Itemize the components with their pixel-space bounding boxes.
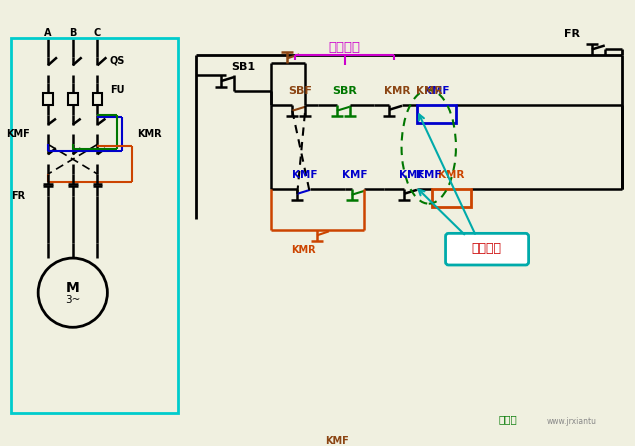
Text: QS: QS <box>110 55 125 65</box>
Text: B: B <box>69 28 76 37</box>
Text: M: M <box>66 281 79 295</box>
Text: KMF: KMF <box>424 86 450 96</box>
Text: KMR: KMR <box>138 129 162 140</box>
Bar <box>68 93 77 105</box>
Text: 3~: 3~ <box>65 295 81 305</box>
Text: SB1: SB1 <box>231 62 255 72</box>
Bar <box>417 105 457 123</box>
Text: KMF: KMF <box>399 170 425 180</box>
Text: KMF: KMF <box>325 436 349 446</box>
Bar <box>432 189 471 206</box>
Text: 搂优图: 搂优图 <box>498 414 518 424</box>
Text: KMF: KMF <box>416 170 441 180</box>
Bar <box>93 93 102 105</box>
FancyBboxPatch shape <box>446 233 528 265</box>
Text: KMF: KMF <box>6 129 30 140</box>
Text: FR: FR <box>564 29 580 39</box>
Bar <box>43 93 53 105</box>
Text: KMR: KMR <box>415 86 442 96</box>
Text: KMR: KMR <box>384 86 410 96</box>
Text: KMR: KMR <box>291 245 316 255</box>
Text: 机械互锁: 机械互锁 <box>329 41 361 54</box>
Text: SBR: SBR <box>332 86 357 96</box>
Text: SBF: SBF <box>288 86 312 96</box>
Text: www.jrxiantu: www.jrxiantu <box>547 417 597 426</box>
Text: 电气互锁: 电气互锁 <box>471 242 501 255</box>
Text: C: C <box>94 28 101 37</box>
Text: A: A <box>44 28 52 37</box>
Text: FR: FR <box>11 191 25 201</box>
Bar <box>11 37 178 413</box>
Text: KMF: KMF <box>342 170 367 180</box>
Text: KMR: KMR <box>438 170 465 180</box>
Text: KMF: KMF <box>292 170 318 180</box>
Text: FU: FU <box>110 85 124 95</box>
